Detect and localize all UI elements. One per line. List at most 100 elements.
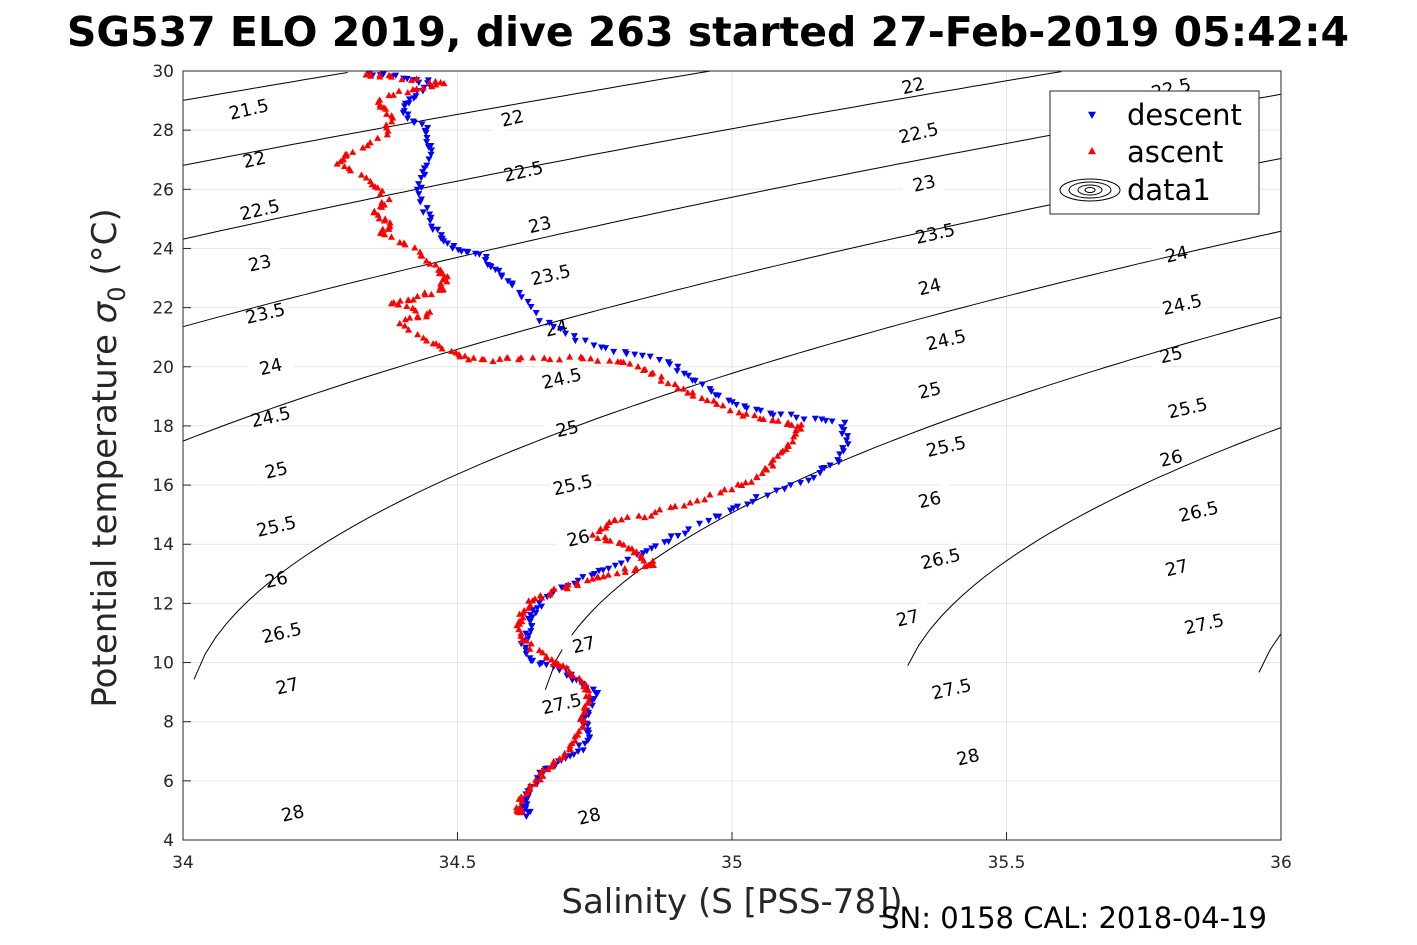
ascent-point [517, 354, 525, 361]
ascent-point [396, 238, 404, 246]
contour-label: 23.5 [529, 261, 573, 290]
descent-point [726, 507, 734, 514]
contour-label: 27 [570, 632, 597, 658]
descent-point [532, 610, 540, 617]
y-tick-label: 26 [152, 180, 174, 200]
y-tick-label: 16 [152, 476, 174, 496]
descent-point [595, 567, 603, 575]
ascent-point [599, 572, 607, 580]
contour-label-bg [537, 687, 586, 719]
ascent-point [384, 127, 392, 134]
density-contours: 21.522222222.522.522.522.523232323.523.5… [182, 69, 1282, 832]
ascent-point [385, 91, 393, 99]
descent-point [542, 661, 550, 669]
ascent-point [641, 562, 649, 570]
ascent-point [674, 384, 682, 392]
contour-label-bg [235, 246, 284, 278]
ascent-point [582, 692, 590, 700]
descent-point [655, 356, 663, 364]
y-tick-label: 12 [152, 594, 174, 614]
descent-point [622, 351, 630, 358]
contour-label: 24.5 [540, 364, 584, 393]
y-tick-label: 14 [152, 535, 174, 555]
contour-label-bg [537, 361, 586, 394]
ascent-point [539, 649, 547, 656]
descent-point [523, 801, 531, 808]
descent-point [528, 623, 536, 630]
ascent-point [620, 541, 628, 548]
descent-point [772, 487, 780, 494]
ascent-point [448, 347, 456, 355]
ascent-point [647, 512, 655, 519]
ascent-point [405, 326, 413, 333]
descent-point [787, 482, 795, 489]
ascent-point [583, 577, 591, 584]
descent-point [403, 76, 411, 83]
legend-marker-data1 [1084, 187, 1096, 193]
descent-point [518, 294, 526, 301]
descent-point [457, 248, 465, 255]
ascent-point [578, 678, 586, 685]
contour-label-bg [1180, 607, 1228, 639]
contour-label-bg [224, 92, 273, 125]
descent-point [526, 808, 534, 816]
contour-line [182, 71, 1062, 240]
descent-point [685, 526, 693, 533]
ascent-point [414, 313, 422, 321]
descent-point [792, 414, 800, 422]
ascent-point [543, 654, 551, 661]
y-tick-label: 28 [152, 121, 174, 141]
ascent-point [437, 78, 445, 86]
ascent-point [601, 533, 609, 540]
ascent-point [742, 479, 750, 486]
contour-label-bg [257, 616, 306, 648]
ascent-point [536, 776, 544, 783]
ascent-point [516, 809, 524, 816]
ascent-point [635, 512, 643, 519]
contour-line [907, 427, 1282, 666]
ascent-point [357, 171, 365, 178]
ascent-point [398, 75, 406, 83]
ascent-point [518, 637, 526, 644]
descent-point [429, 226, 437, 233]
descent-point [667, 533, 675, 540]
descent-point [526, 618, 534, 625]
descent-point [404, 111, 412, 118]
y-tick-label: 4 [163, 831, 174, 851]
descent-point [673, 368, 681, 375]
descent-point [743, 501, 751, 508]
descent-point [570, 751, 578, 758]
x-tick-label: 34.5 [439, 853, 477, 873]
y-tick-label: 24 [152, 239, 174, 259]
ascent-point [797, 425, 805, 432]
descent-point [574, 748, 582, 755]
ascent-point [380, 217, 388, 224]
contour-label-bg [252, 453, 301, 485]
ascent-point [363, 142, 371, 149]
descent-point [581, 740, 589, 748]
descent-point [449, 245, 457, 252]
ascent-point [689, 392, 697, 399]
ascent-point [455, 350, 463, 358]
ascent-point [641, 513, 649, 521]
ascent-point [585, 686, 593, 694]
ascent-point [406, 314, 414, 321]
ascent-point [649, 561, 657, 569]
descent-point [522, 805, 530, 812]
descent-point [522, 651, 530, 658]
legend-marker-descent [1088, 111, 1096, 119]
descent-point [611, 562, 619, 570]
contour-label-bg [900, 166, 948, 199]
ascent-point [439, 276, 447, 283]
ascent-point [426, 260, 434, 267]
ascent-point [680, 502, 688, 509]
descent-point [443, 240, 451, 247]
descent-point [648, 545, 656, 552]
legend-marker-data1 [1059, 178, 1121, 202]
ascent-point [387, 300, 395, 307]
ascent-point [571, 732, 579, 740]
x-axis-ticks: 34 34.5 35 35.5 36 [172, 832, 1292, 873]
contour-label-bg [889, 69, 937, 101]
ascent-point [376, 71, 384, 78]
descent-point [405, 96, 413, 103]
